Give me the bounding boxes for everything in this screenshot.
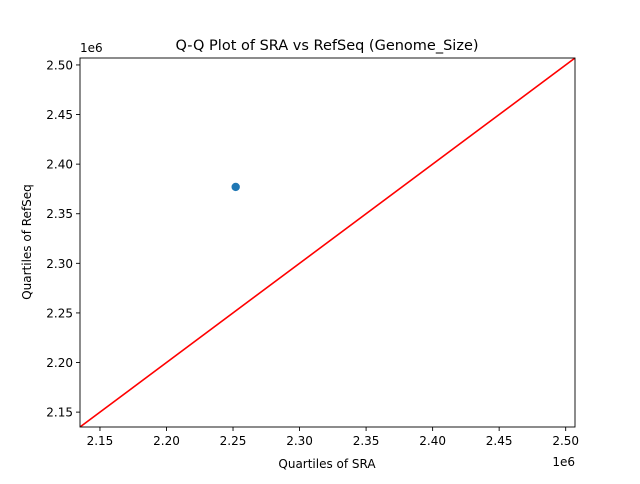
y-tick-label: 2.35: [46, 207, 73, 221]
data-point: [231, 182, 240, 192]
y-tick-label: 2.50: [46, 58, 73, 72]
y-tick-label: 2.20: [46, 356, 73, 370]
x-tick-label: 2.15: [87, 434, 114, 448]
x-tick-label: 2.25: [220, 434, 247, 448]
x-tick-label: 2.20: [153, 434, 180, 448]
x-tick-label: 2.35: [353, 434, 380, 448]
y-axis-label: Quartiles of RefSeq: [20, 184, 34, 300]
x-tick-label: 2.45: [486, 434, 513, 448]
y-tick-label: 2.30: [46, 257, 73, 271]
y-tick-label: 2.15: [46, 406, 73, 420]
axes-frame: [79, 57, 576, 428]
y-offset-label: 1e6: [80, 41, 103, 55]
x-tick-label: 2.50: [552, 434, 579, 448]
y-tick-label: 2.40: [46, 158, 73, 172]
plot-area: 2.15 2.20 2.25 2.30 2.35 2.40 2.45 2.50 2.15 2.20…: [46, 57, 579, 448]
y-tick-label: 2.45: [46, 108, 73, 122]
chart-title: Q-Q Plot of SRA vs RefSeq (Genome_Size): [175, 38, 478, 54]
x-tick-label: 2.30: [286, 434, 313, 448]
x-offset-label: 1e6: [552, 455, 575, 469]
y-tick-label: 2.25: [46, 306, 73, 320]
reference-line: [80, 58, 575, 427]
x-axis-label: Quartiles of SRA: [278, 457, 376, 471]
x-tick-label: 2.40: [419, 434, 446, 448]
